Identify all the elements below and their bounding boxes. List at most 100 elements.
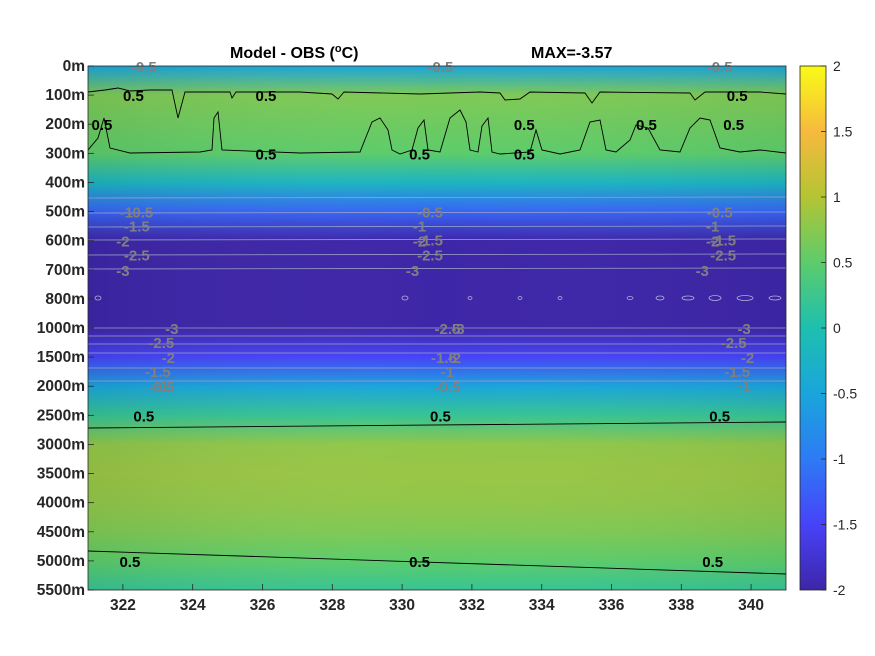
contour-label: -1.5 xyxy=(417,233,443,250)
contour-label: -3 xyxy=(451,321,464,338)
contour-label: -2.5 xyxy=(148,335,174,352)
contour-label: -3 xyxy=(737,321,750,338)
colorbar-tick-label: -0.5 xyxy=(833,386,857,402)
contour-label: 0.5 xyxy=(409,146,430,163)
y-tick-label: 0m xyxy=(63,58,85,75)
contour-label: -1 xyxy=(737,378,750,395)
chart-title: Model - OBS (oC) xyxy=(230,43,359,62)
contour-label: -2 xyxy=(116,234,129,251)
x-axis: 322 324 326 328 330 332 334 336 338 340 xyxy=(110,584,764,614)
contour-label: 0.5 xyxy=(514,146,535,163)
y-tick-label: 400m xyxy=(45,174,85,191)
contour-label: -0.5 xyxy=(131,59,157,76)
y-tick-label: 1000m xyxy=(37,320,85,337)
contour-label: -0.5 xyxy=(148,379,174,396)
contour-label: -3 xyxy=(165,321,178,338)
colorbar-tick-label: 1 xyxy=(833,189,841,205)
contour-label: -3 xyxy=(116,263,129,280)
contour-0.5-lower xyxy=(88,109,786,155)
contour-label: -1 xyxy=(441,364,454,381)
contour-label: 0.5 xyxy=(119,554,140,571)
contour-label: -3 xyxy=(406,263,419,280)
colorbar-tick-label: 2 xyxy=(833,58,841,74)
contour-label: -1 xyxy=(155,378,168,395)
x-tick-label: 324 xyxy=(180,597,206,614)
colorbar-ticks: 2 1.5 1 0.5 0 -0.5 -1 -1.5 -2 xyxy=(821,58,857,598)
contour-label: -1.5 xyxy=(710,233,736,250)
contour-label: -2 xyxy=(448,350,461,367)
y-tick-label: 2000m xyxy=(37,378,85,395)
colorbar-tick-label: 0 xyxy=(833,320,841,336)
contour-label: -2 xyxy=(413,234,426,251)
gray-contours-upper xyxy=(88,196,786,270)
y-tick-label: 600m xyxy=(45,233,85,250)
contour-label: 0.5 xyxy=(702,554,723,571)
contour-label: -2.5 xyxy=(417,248,443,265)
contour-label: -2.5 xyxy=(435,321,461,338)
contour-label: 0.5 xyxy=(256,146,277,163)
x-tick-label: 332 xyxy=(459,597,485,614)
contour-label: -1 xyxy=(120,205,133,222)
contour-label: -1.5 xyxy=(724,364,750,381)
title-degree: o xyxy=(335,43,342,55)
x-tick-label: 330 xyxy=(389,597,415,614)
contour-label: 0.5 xyxy=(514,117,535,134)
contour-label: 0.5 xyxy=(723,117,744,134)
title-unit: C) xyxy=(342,45,359,62)
contour-0.5-deep xyxy=(88,550,786,575)
contour-label: -0.5 xyxy=(127,205,153,222)
x-tick-label: 336 xyxy=(599,597,625,614)
y-tick-label: 4500m xyxy=(37,524,85,541)
y-tick-label: 3000m xyxy=(37,436,85,453)
y-tick-label: 5000m xyxy=(37,553,85,570)
colorbar-tick-label: -1 xyxy=(833,451,846,467)
y-tick-label: 200m xyxy=(45,116,85,133)
contour-label: -0.5 xyxy=(435,379,461,396)
contour-label: 0.5 xyxy=(133,408,154,425)
contour-label: -1.5 xyxy=(145,364,171,381)
contour-label: -2 xyxy=(706,234,719,251)
colorbar: 2 1.5 1 0.5 0 -0.5 -1 -1.5 -2 xyxy=(799,58,857,598)
contour-label: -2.5 xyxy=(124,248,150,265)
contour-0.5-mid xyxy=(88,421,786,429)
contour-0.5-upper xyxy=(88,87,786,119)
contour-label: 0.5 xyxy=(256,88,277,105)
contour-label: -0.5 xyxy=(707,205,733,222)
colorbar-tick-label: 1.5 xyxy=(833,124,853,140)
colorbar-tick-label: -1.5 xyxy=(833,517,857,533)
contour-label: 0.5 xyxy=(727,88,748,105)
title-main: Model - OBS ( xyxy=(230,45,336,62)
contour-label: 0.5 xyxy=(92,117,113,134)
x-tick-label: 328 xyxy=(319,597,345,614)
y-tick-label: 2500m xyxy=(37,407,85,424)
contour-label: -2.5 xyxy=(721,335,747,352)
x-tick-label: 326 xyxy=(250,597,276,614)
small-contours-800m xyxy=(94,295,782,301)
contour-label: 0.5 xyxy=(430,408,451,425)
y-tick-label: 700m xyxy=(45,262,85,279)
contour-label: 0.5 xyxy=(636,117,657,134)
x-tick-label: 322 xyxy=(110,597,136,614)
y-tick-label: 300m xyxy=(45,145,85,162)
gray-contours-lower xyxy=(88,327,786,382)
max-label: MAX=-3.57 xyxy=(531,45,612,62)
contour-label: -1.5 xyxy=(124,219,150,236)
contour-label: -0.5 xyxy=(707,59,733,76)
contour-label: -0.5 xyxy=(428,59,454,76)
contour-label: -1 xyxy=(706,219,719,236)
contour-label: 0.5 xyxy=(409,554,430,571)
contour-label: 0.5 xyxy=(123,88,144,105)
contour-label: -2.5 xyxy=(710,248,736,265)
contour-label: -0.5 xyxy=(417,205,443,222)
contour-label: -1.5 xyxy=(431,350,457,367)
contour-label: -2 xyxy=(162,350,175,367)
plot-area: -0.5 -0.5 -0.5 0.5 0.5 0.5 0.5 0.5 0.5 0.5 0.5 0.5 0… xyxy=(87,59,787,591)
colorbar-tick-label: 0.5 xyxy=(833,255,853,271)
y-tick-label: 100m xyxy=(45,87,85,104)
x-tick-label: 338 xyxy=(668,597,694,614)
contour-labels: -0.5 -0.5 -0.5 0.5 0.5 0.5 0.5 0.5 0.5 0.5 0.5 0.5 0… xyxy=(92,59,755,571)
contour-lines xyxy=(88,87,786,575)
contour-label: -2 xyxy=(741,350,754,367)
y-tick-label: 4000m xyxy=(37,495,85,512)
